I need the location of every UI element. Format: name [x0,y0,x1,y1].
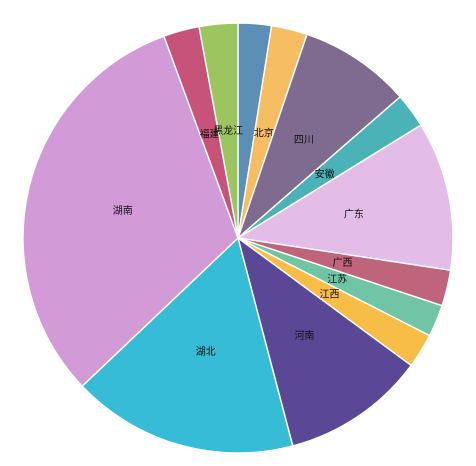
pie-label-10: 湖南 [113,204,133,217]
pie-label-1: 北京 [254,127,274,140]
pie-slice-4 [236,124,454,272]
pie-label-11: 福建 [200,127,220,140]
pie-label-4: 广东 [344,207,364,220]
pie-slice-9 [81,236,294,454]
pie-label-2: 四川 [294,135,314,146]
pie-label-12: 黑龙江 [213,124,243,137]
pie-slice-12 [198,22,239,239]
pie-label-8: 河南 [295,329,315,342]
pie-label-5: 广西 [333,257,353,269]
pie-slice-2 [236,33,402,241]
pie-label-6: 江苏 [327,273,347,286]
pie-label-7: 江西 [320,289,340,301]
pie-label-3: 安徽 [315,167,335,180]
pie-label-9: 湖北 [196,346,216,358]
pie-slice-10 [22,35,239,388]
pie-slice-8 [236,236,413,447]
